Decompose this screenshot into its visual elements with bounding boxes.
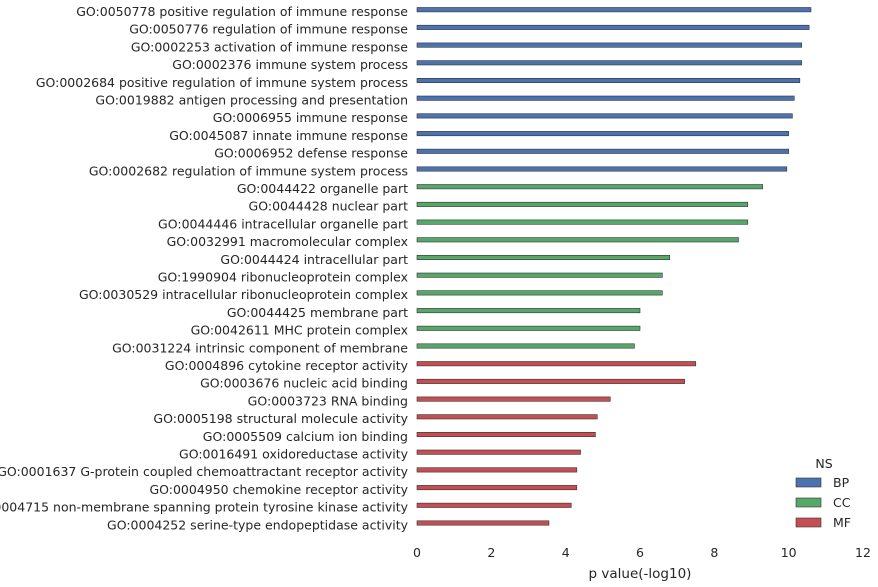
category-label: GO:0044446 intracellular organelle part bbox=[158, 216, 408, 231]
category-label: GO:0004896 cytokine receptor activity bbox=[165, 358, 409, 373]
bar-mf bbox=[416, 467, 578, 473]
bar-mf bbox=[416, 361, 697, 367]
bar-bp bbox=[416, 95, 795, 101]
category-label: GO:0044424 intracellular part bbox=[220, 252, 408, 267]
bar-mf bbox=[416, 485, 578, 491]
bar-mf bbox=[416, 378, 685, 384]
category-labels: GO:0050778 positive regulation of immune… bbox=[0, 4, 409, 532]
x-tick-label: 4 bbox=[562, 545, 570, 560]
category-label: GO:0019882 antigen processing and presen… bbox=[95, 93, 408, 108]
legend-label: MF bbox=[833, 515, 851, 530]
x-tick-label: 10 bbox=[781, 545, 797, 560]
bar-bp bbox=[416, 24, 810, 30]
category-label: GO:0005509 calcium ion binding bbox=[203, 429, 408, 444]
legend-title: NS bbox=[815, 456, 832, 471]
bar-mf bbox=[416, 414, 598, 420]
bar-bp bbox=[416, 78, 801, 84]
bar-bp bbox=[416, 113, 793, 119]
bar-mf bbox=[416, 502, 572, 508]
category-label: GO:0044425 membrane part bbox=[227, 305, 408, 320]
category-label: GO:0004715 non-membrane spanning protein… bbox=[0, 500, 409, 515]
bar-mf bbox=[416, 520, 550, 526]
category-label: GO:0001637 G-protein coupled chemoattrac… bbox=[0, 464, 409, 479]
x-tick-label: 0 bbox=[413, 545, 421, 560]
category-label: GO:0045087 innate immune response bbox=[169, 128, 408, 143]
x-tick-label: 12 bbox=[855, 545, 871, 560]
category-label: GO:0002253 activation of immune response bbox=[131, 39, 408, 54]
category-label: GO:0032991 macromolecular complex bbox=[167, 234, 408, 249]
category-label: GO:0016491 oxidoreductase activity bbox=[179, 447, 409, 462]
bar-cc bbox=[416, 201, 749, 207]
bar-cc bbox=[416, 237, 739, 243]
bar-cc bbox=[416, 184, 763, 190]
bar-bp bbox=[416, 166, 788, 172]
category-label: GO:0004950 chemokine receptor activity bbox=[149, 482, 408, 497]
legend-swatch-bp bbox=[795, 477, 822, 488]
bar-cc bbox=[416, 255, 671, 261]
category-label: GO:0006952 defense response bbox=[214, 146, 408, 161]
x-tick-label: 8 bbox=[710, 545, 718, 560]
bar-mf bbox=[416, 396, 611, 402]
bar-cc bbox=[416, 290, 663, 296]
legend-swatch-cc bbox=[795, 497, 822, 508]
bar-bp bbox=[416, 7, 812, 13]
category-label: GO:0050776 regulation of immune response bbox=[129, 22, 408, 37]
x-axis-ticks: 0 2 4 6 8 10 12 bbox=[413, 545, 871, 560]
legend: NS BP CC MF bbox=[795, 456, 851, 530]
bar-mf bbox=[416, 431, 596, 437]
bar-cc bbox=[416, 343, 635, 349]
category-label: GO:0030529 intracellular ribonucleoprote… bbox=[79, 287, 408, 302]
category-label: GO:0006955 immune response bbox=[213, 110, 409, 125]
bar-mf bbox=[416, 449, 581, 455]
legend-label: CC bbox=[833, 495, 851, 510]
category-label: GO:0004252 serine-type endopeptidase act… bbox=[107, 517, 409, 532]
legend-swatch-mf bbox=[795, 517, 822, 528]
x-tick-label: 2 bbox=[487, 545, 495, 560]
bar-cc bbox=[416, 308, 641, 314]
category-label: GO:0031224 intrinsic component of membra… bbox=[112, 340, 408, 355]
category-label: GO:0002682 regulation of immune system p… bbox=[89, 163, 408, 178]
category-label: GO:0002376 immune system process bbox=[172, 57, 408, 72]
category-label: GO:0003723 RNA binding bbox=[248, 393, 408, 408]
bar-cc bbox=[416, 219, 749, 225]
bar-bp bbox=[416, 131, 789, 137]
category-label: GO:0042611 MHC protein complex bbox=[191, 323, 408, 338]
category-label: GO:1990904 ribonucleoprotein complex bbox=[158, 270, 408, 285]
category-label: GO:0044422 organelle part bbox=[237, 181, 408, 196]
bar-bp bbox=[416, 42, 802, 48]
bar-bp bbox=[416, 148, 789, 154]
bar-cc bbox=[416, 325, 641, 331]
bars bbox=[416, 7, 812, 526]
x-axis-title: p value(-log10) bbox=[589, 566, 692, 582]
bar-bp bbox=[416, 60, 802, 66]
x-tick-label: 6 bbox=[636, 545, 644, 560]
category-label: GO:0002684 positive regulation of immune… bbox=[36, 75, 408, 90]
category-label: GO:0005198 structural molecule activity bbox=[153, 411, 408, 426]
category-label: GO:0050778 positive regulation of immune… bbox=[76, 4, 408, 19]
bar-cc bbox=[416, 272, 663, 278]
category-label: GO:0044428 nuclear part bbox=[249, 199, 409, 214]
category-label: GO:0003676 nucleic acid binding bbox=[200, 376, 408, 391]
legend-label: BP bbox=[833, 475, 850, 490]
